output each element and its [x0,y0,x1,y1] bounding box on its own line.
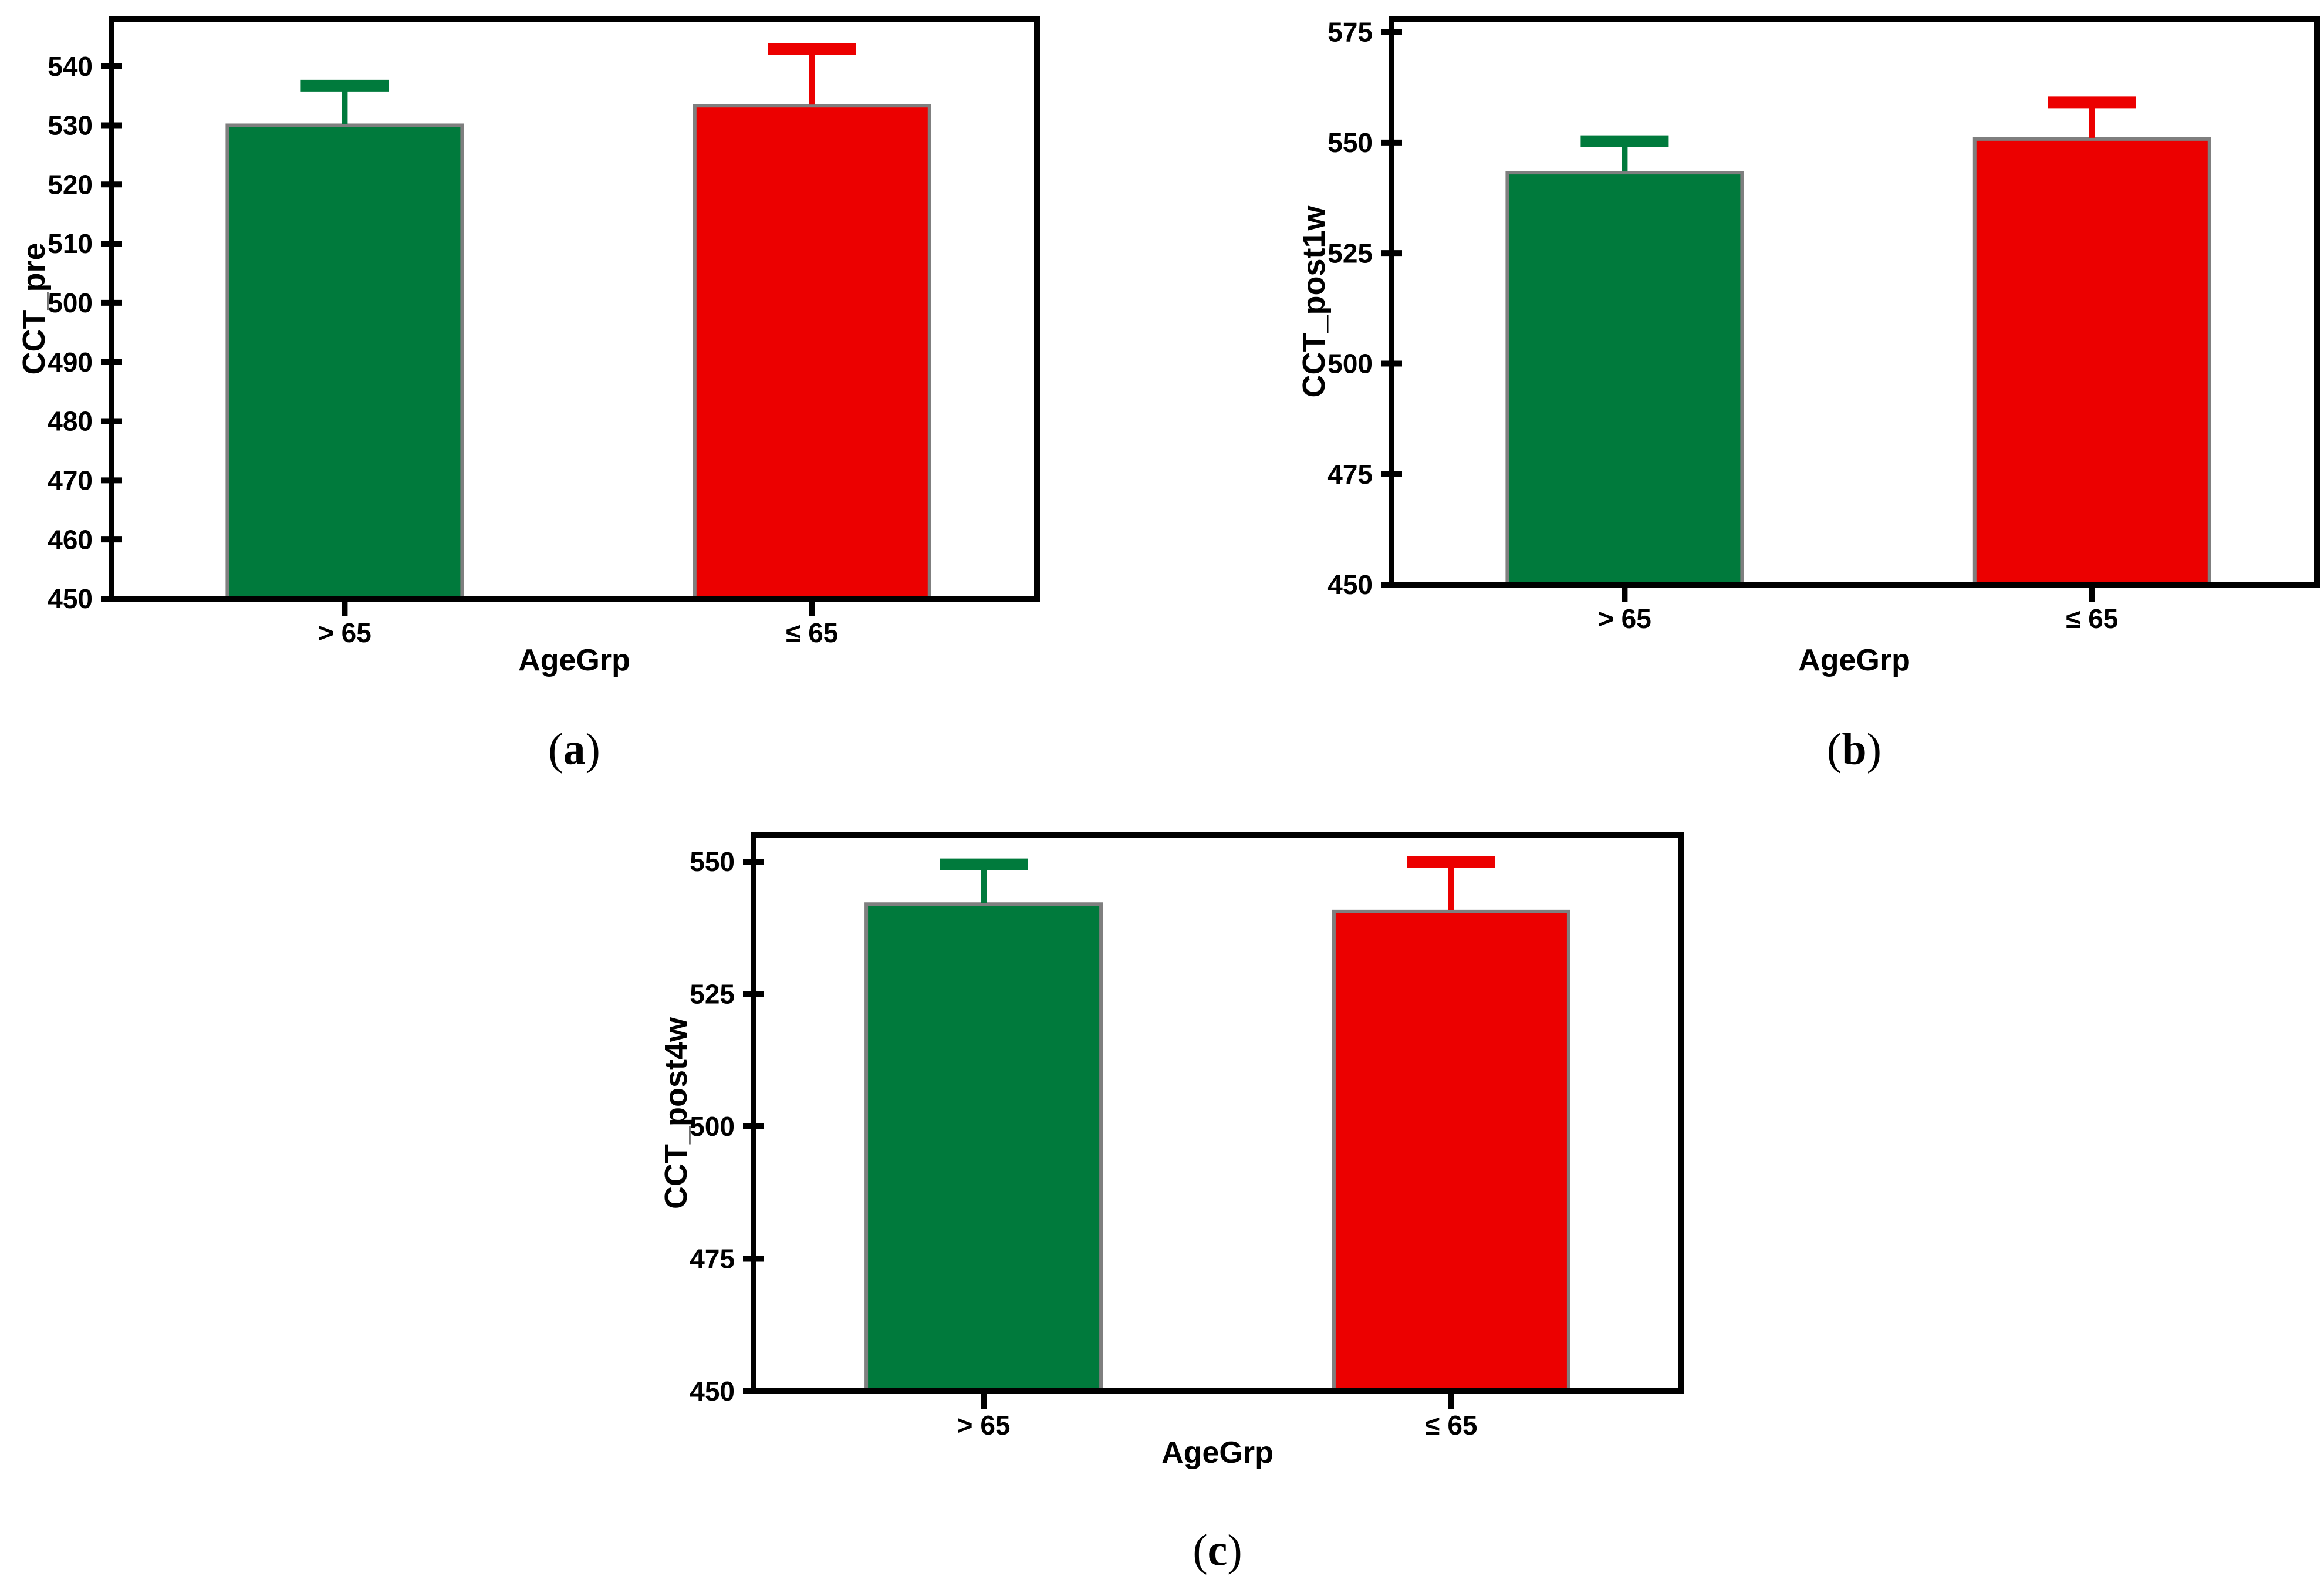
panel-a-bar-gt65 [225,123,464,601]
panel-a-frame [109,16,1040,602]
panel-b-frame [1389,16,2320,588]
panel-b-xaxis-title: AgeGrp [1798,643,1910,677]
panel-b-caption: (b) [1827,725,1882,774]
panel-a-ytick-label-480: 480 [48,406,93,437]
panel-c-ytick-label-550: 550 [690,846,735,877]
panel-a-bar-le65 [693,104,931,600]
panel-a-ytick-label-530: 530 [48,110,93,141]
panel-b-xtick-label-gt65: > 65 [1598,603,1651,634]
panel-c-bar-gt65 [864,902,1103,1393]
panel-c-xaxis-title: AgeGrp [1161,1436,1274,1470]
panel-b-yaxis-title: CCT_post1w [1296,205,1332,397]
panel-b-ytick-label-500: 500 [1327,349,1373,379]
panel-b-ytick-label-575: 575 [1327,17,1373,48]
panel-c-caption: (c) [1193,1526,1242,1575]
panel-a-ytick-label-470: 470 [48,465,93,495]
panel-a-ytick-label-450: 450 [48,583,93,614]
panel-a-ytick-label-510: 510 [48,228,93,259]
panel-b-bar-le65 [1972,137,2211,587]
panel-a-ytick-label-490: 490 [48,347,93,377]
panel-b-ytick-label-450: 450 [1327,569,1373,600]
panel-c-frame [751,832,1684,1394]
panel-a-ytick-label-540: 540 [48,51,93,82]
panel-c: 450 475 500 525 550 > 65 ≤ 65 AgeGrp CCT_post4w (… [658,832,1684,1575]
panel-a-ytick-label-500: 500 [48,288,93,318]
panel-a-yaxis-title: CCT_pre [16,242,52,374]
panel-a-ytick-label-520: 520 [48,169,93,200]
panel-c-xtick-label-gt65: > 65 [957,1410,1011,1440]
panel-c-ytick-label-475: 475 [690,1244,735,1274]
panel-a-xtick-label-le65: ≤ 65 [786,617,838,648]
panel-c-yaxis-title: CCT_post4w [658,1017,694,1209]
panel-c-ytick-label-500: 500 [690,1111,735,1142]
panel-b-ytick-label-550: 550 [1327,127,1373,158]
panel-c-xtick-label-le65: ≤ 65 [1425,1410,1477,1440]
panel-b-ytick-label-525: 525 [1327,238,1373,268]
panel-b: 450 475 500 525 550 575 > 65 ≤ 65 AgeGrp CCT_post… [1296,16,2320,774]
panel-a-xaxis-title: AgeGrp [518,643,630,677]
panel-b-xtick-label-le65: ≤ 65 [2066,603,2118,634]
panel-a-ytick-label-460: 460 [48,524,93,555]
panel-a-caption: (a) [548,725,600,774]
panel-b-bar-gt65 [1505,171,1744,586]
panel-c-bar-le65 [1332,909,1570,1393]
panel-b-ytick-label-475: 475 [1327,459,1373,490]
panel-a: 450 460 470 480 490 500 510 520 530 540 > 65 ≤ 65 Ag… [16,16,1040,774]
panel-c-ytick-label-525: 525 [690,979,735,1010]
panel-a-xtick-label-gt65: > 65 [318,617,371,648]
panel-c-ytick-label-450: 450 [690,1376,735,1406]
